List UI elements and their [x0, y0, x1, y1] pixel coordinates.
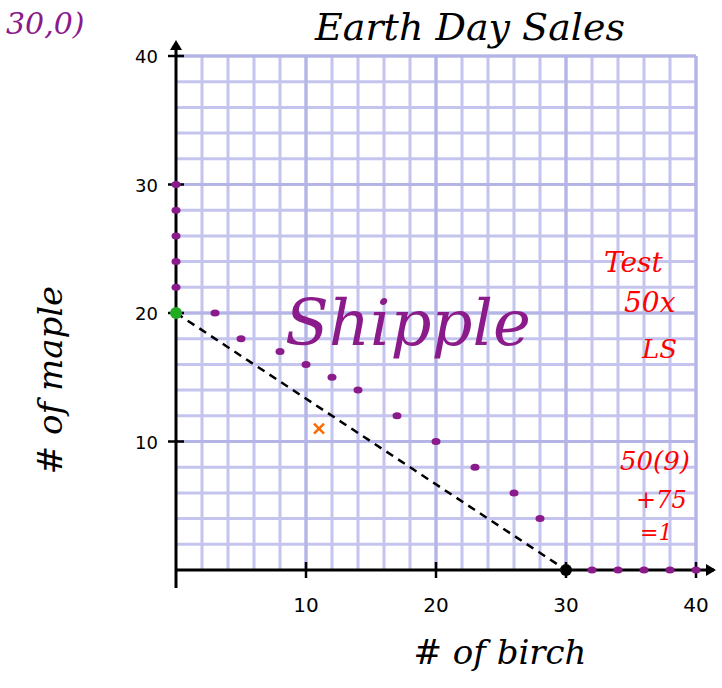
y-arrow [170, 40, 182, 50]
shade-dot [211, 310, 220, 317]
x-stroke [314, 424, 324, 434]
shade-dot [692, 567, 701, 574]
y-tick-label: 30 [135, 175, 158, 196]
y-tick-label: 40 [135, 46, 158, 67]
x-tick [435, 562, 438, 578]
grid-major-y [176, 183, 696, 186]
x-tick-label: 30 [553, 593, 578, 617]
x-axis-title: # of birch [414, 632, 587, 672]
annotation: Shipple [285, 286, 531, 360]
shade-dot [614, 567, 623, 574]
title: Earth Day Sales [314, 5, 625, 49]
shade-dot [172, 258, 181, 265]
annotation: 50(9) [620, 446, 690, 476]
grid-line-y [176, 183, 696, 186]
shade-dot [432, 438, 441, 445]
y-tick [168, 440, 184, 443]
x-arrow [706, 564, 716, 576]
annotation: LS [641, 334, 677, 364]
x-stroke [314, 424, 324, 434]
intercept-point [170, 307, 182, 319]
x-tick-label: 40 [683, 593, 708, 617]
x-tick-label: 10 [293, 593, 318, 617]
shade-dot [588, 567, 597, 574]
shade-dot [172, 181, 181, 188]
shade-dot [276, 348, 285, 355]
y-tick [168, 55, 184, 58]
shade-dot [640, 567, 649, 574]
shade-dot [237, 335, 246, 342]
x-axis [176, 569, 714, 572]
y-tick-label: 10 [135, 432, 158, 453]
chart: 10 20 30 40 10 20 30 40 Earth Day Sales # of birc… [0, 0, 722, 688]
shade-dot [666, 567, 675, 574]
y-axis-title: # of maple [30, 286, 70, 474]
shade-dot [172, 207, 181, 214]
x-tick-label: 20 [423, 593, 448, 617]
annotation: =1 [640, 520, 672, 545]
annotation: +75 [636, 486, 687, 514]
annotation: 50x [624, 286, 676, 319]
shade-dot [536, 515, 545, 522]
grid [176, 56, 696, 570]
test-point [314, 424, 324, 434]
shade-dot [510, 489, 519, 496]
marks [170, 181, 701, 576]
intercept-point [560, 564, 572, 576]
shade-dot [172, 232, 181, 239]
shade-dot [393, 412, 402, 419]
annotation: 30,0) [6, 6, 85, 41]
y-tick-label: 20 [135, 303, 158, 324]
shade-dot [471, 464, 480, 471]
shade-dot [328, 374, 337, 381]
x-tick [305, 562, 308, 578]
shade-dot [172, 284, 181, 291]
shade-dot [302, 361, 311, 368]
grid-line-y [176, 55, 696, 58]
annotation: Test [604, 246, 663, 279]
grid-major-y [176, 55, 696, 58]
shade-dot [354, 387, 363, 394]
